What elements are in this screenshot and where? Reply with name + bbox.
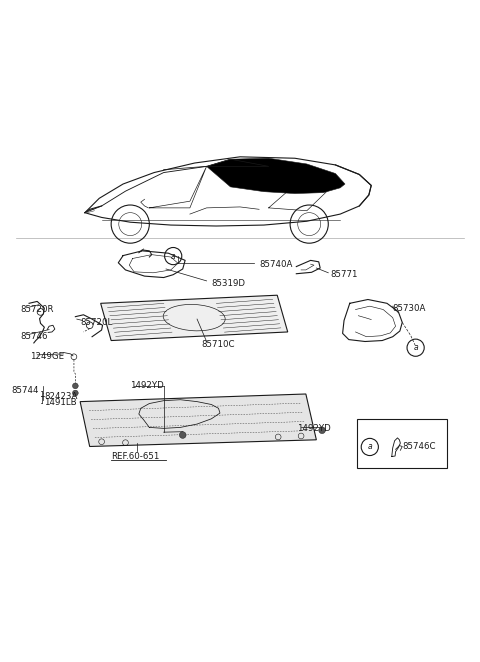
Text: 85720R: 85720R (21, 305, 54, 314)
Text: 1249GE: 1249GE (30, 352, 64, 361)
Text: 85730A: 85730A (393, 304, 426, 312)
Text: 85720L: 85720L (80, 318, 112, 327)
Text: 1492YD: 1492YD (130, 381, 164, 391)
Text: 82423A: 82423A (44, 392, 78, 401)
Circle shape (180, 432, 186, 438)
Polygon shape (80, 394, 316, 446)
Text: 85319D: 85319D (211, 279, 245, 288)
Text: a: a (413, 343, 418, 352)
Text: a: a (171, 252, 176, 261)
Text: 85710C: 85710C (202, 340, 235, 349)
Text: 1491LB: 1491LB (44, 398, 77, 407)
Text: 1492YD: 1492YD (297, 424, 331, 434)
Text: 85771: 85771 (331, 270, 358, 279)
Text: 85744: 85744 (11, 386, 38, 395)
Circle shape (72, 383, 78, 389)
Circle shape (319, 427, 325, 434)
Text: 85746C: 85746C (402, 442, 436, 451)
Text: 85746: 85746 (21, 332, 48, 341)
FancyBboxPatch shape (357, 419, 446, 469)
Text: a: a (368, 442, 372, 451)
Polygon shape (206, 158, 345, 193)
Text: 85740A: 85740A (259, 260, 292, 269)
Polygon shape (101, 295, 288, 340)
Circle shape (72, 390, 78, 396)
Text: REF.60-651: REF.60-651 (111, 451, 159, 461)
